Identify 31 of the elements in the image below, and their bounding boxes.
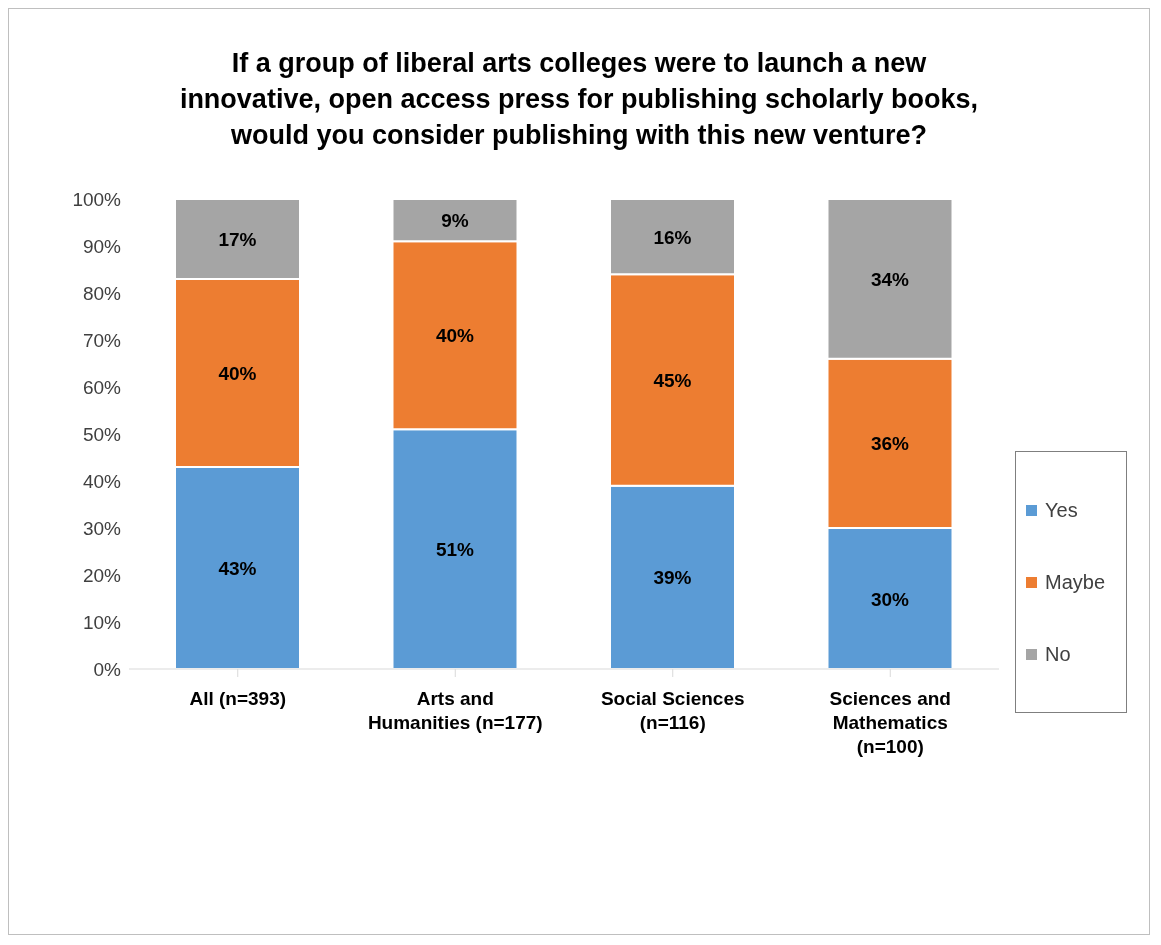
data-label: 9% <box>441 210 469 232</box>
x-tick-label: All (n=393) <box>189 688 287 709</box>
x-tick-label: Arts and Humanities (n=177) <box>367 688 543 733</box>
data-label: 43% <box>218 557 257 579</box>
data-label: 51% <box>435 539 475 561</box>
data-label: 16% <box>653 226 692 248</box>
data-label: 17% <box>218 228 257 250</box>
y-tick-label: 90% <box>82 235 122 257</box>
y-tick-label: 70% <box>82 329 122 351</box>
y-tick-label: 80% <box>82 282 122 304</box>
y-tick-label: 30% <box>82 517 122 539</box>
data-label: 34% <box>870 268 910 290</box>
y-tick-label: 100% <box>72 188 122 210</box>
y-tick-label: 60% <box>82 376 122 398</box>
legend-label: Maybe <box>1044 569 1107 595</box>
legend-label: No <box>1044 641 1072 667</box>
y-tick-label: 20% <box>82 564 122 586</box>
y-tick-label: 10% <box>82 611 122 633</box>
chart-title: If a group of liberal arts colleges were to launch a new innovative, open access press for publishing scholarly books, would you consider publishing with this new venture? <box>178 47 980 152</box>
data-label: 30% <box>870 588 910 610</box>
data-label: 40% <box>218 362 257 384</box>
legend-label: Yes <box>1044 497 1079 523</box>
data-label: 39% <box>653 567 692 589</box>
x-tick-label: Social Sciences (n=116) <box>600 688 745 733</box>
y-tick-label: 50% <box>82 423 122 445</box>
x-tick-label: Sciences and Mathematics (n=100) <box>829 688 951 757</box>
y-tick-label: 0% <box>93 658 122 680</box>
data-label: 40% <box>435 325 475 347</box>
data-label: 45% <box>653 369 692 391</box>
y-tick-label: 40% <box>82 470 122 492</box>
data-label: 36% <box>870 433 910 455</box>
